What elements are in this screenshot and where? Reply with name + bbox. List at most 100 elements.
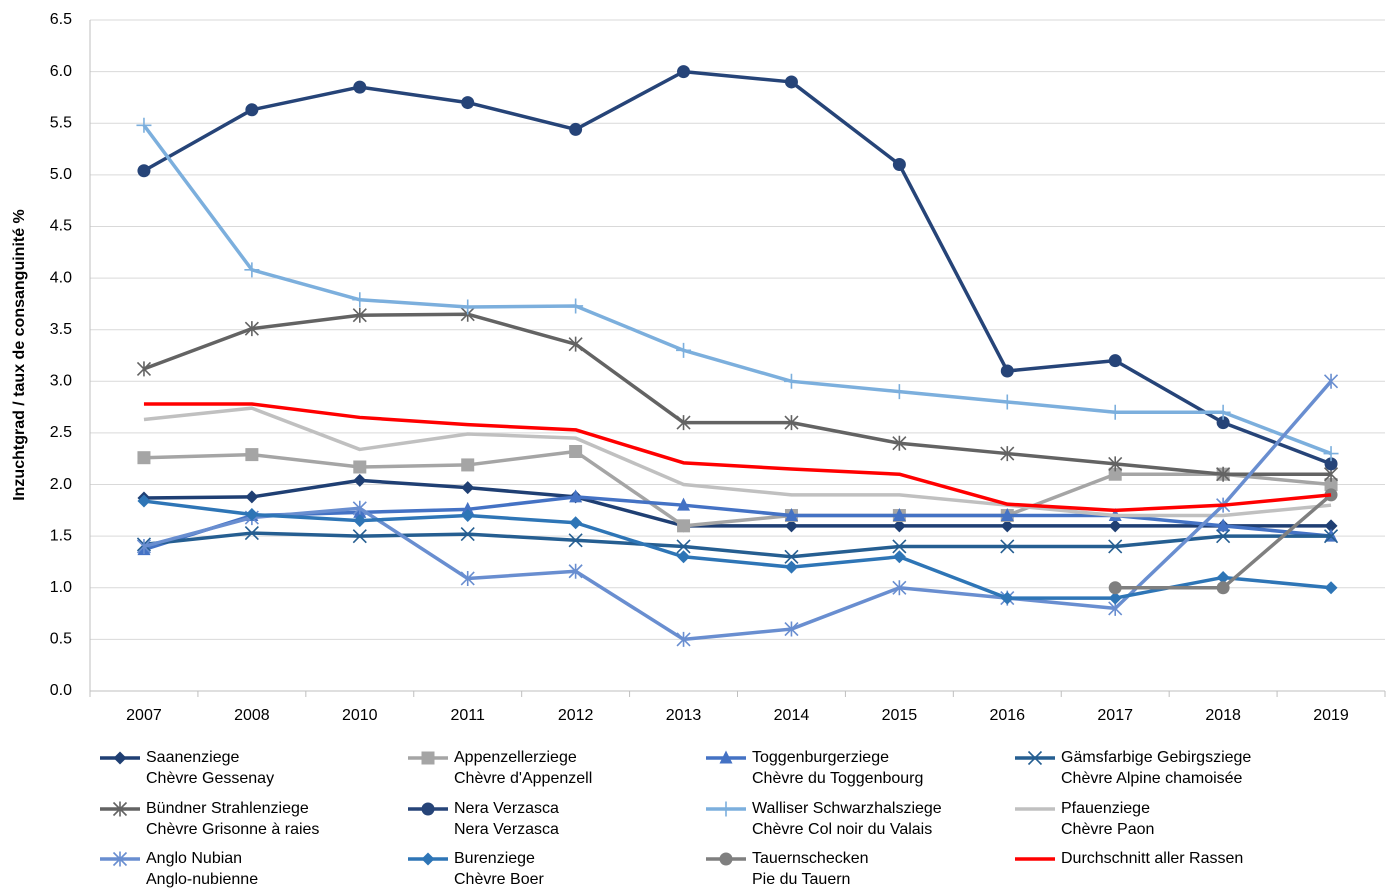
marker [244,262,260,278]
x-tick-label: 2017 [1097,707,1133,724]
marker [136,117,152,133]
series-line [143,478,1332,528]
marker [677,497,691,511]
marker [569,489,583,503]
x-tick-label: 2019 [1313,707,1349,724]
marker [569,122,583,136]
marker [1323,373,1339,389]
marker [1216,518,1230,532]
marker [569,445,583,459]
series-line [142,124,1332,456]
marker [353,514,367,528]
marker [137,494,151,508]
y-tick-label: 1.0 [50,579,72,596]
marker [719,852,733,866]
marker [892,539,907,554]
legend-swatch [408,852,448,866]
marker [892,580,907,596]
marker [112,801,128,817]
x-tick-label: 2013 [666,707,702,724]
marker [783,373,799,389]
marker [999,394,1015,410]
legend-swatch [706,750,746,764]
y-tick-label: 2.5 [50,424,72,441]
y-tick-label: 6.0 [50,63,72,80]
marker [1000,446,1015,462]
legend-item: Toggenburgerziege Chèvre du Toggenbourg [706,747,923,789]
marker [244,525,259,541]
marker [676,631,691,647]
marker [245,490,259,504]
legend-label: Anglo Nubian Anglo-nubienne [146,850,259,888]
series-line [143,406,1332,518]
marker [245,448,259,462]
legend-item: Appenzellerziege Chèvre d'Appenzell [408,747,592,789]
series-line [143,499,1332,600]
x-tick-label: 2008 [234,707,270,724]
marker [676,539,691,554]
marker [676,415,691,431]
marker [461,458,475,472]
marker [569,516,583,530]
series-line [143,380,1333,642]
y-tick-label: 1.5 [50,527,72,544]
legend-swatch [100,801,140,817]
y-tick-label: 0.5 [50,631,72,648]
marker [1216,416,1230,430]
y-tick-label: 3.0 [50,373,72,390]
marker [1108,581,1122,595]
marker [784,560,798,574]
y-tick-label: 5.0 [50,166,72,183]
marker [244,321,259,337]
legend-swatch [408,802,448,816]
marker [1323,529,1339,544]
legend-item: Tauernschecken Pie du Tauern [706,848,869,890]
marker [1216,466,1231,482]
marker [352,500,367,516]
x-tick-label: 2007 [126,707,162,724]
marker [113,751,127,765]
legend-item: Walliser Schwarzhalsziege Chèvre Col noi… [706,798,942,840]
marker [892,158,906,172]
marker [421,751,435,765]
marker [1108,456,1123,472]
legend-label: Saanenziege Chèvre Gessenay [146,749,275,787]
x-tick-label: 2018 [1205,707,1241,724]
series-line [143,69,1332,466]
marker [677,519,691,533]
marker [1215,404,1231,420]
marker [1107,404,1123,420]
marker [892,519,906,533]
x-tick-label: 2016 [989,707,1025,724]
marker [1108,591,1122,605]
legend-swatch [1015,807,1055,811]
marker [353,473,367,487]
x-tick-label: 2011 [451,707,486,724]
marker [461,509,475,523]
marker [892,550,906,564]
legend-swatch [706,852,746,866]
marker [891,384,907,400]
y-tick-label: 3.5 [50,321,72,338]
marker [136,538,152,554]
legend-label: Toggenburgerziege Chèvre du Toggenbourg [752,749,924,787]
marker [421,852,435,866]
marker [352,529,367,544]
marker [784,75,798,89]
marker [461,96,475,110]
marker [784,519,798,533]
marker [676,342,692,358]
marker [1216,570,1230,584]
marker [245,103,259,117]
legend-item: Gämsfarbige Gebirgsziege Chèvre Alpine c… [1015,747,1251,789]
marker [1000,508,1014,522]
legend-item: Nera Verzasca Nera Verzasca [408,798,559,840]
legend-item: Pfauenziege Chèvre Paon [1015,798,1154,840]
marker [352,292,368,308]
marker [112,851,128,867]
marker [718,801,734,817]
marker [1108,467,1122,481]
y-tick-label: 5.5 [50,114,72,131]
marker [245,507,259,521]
